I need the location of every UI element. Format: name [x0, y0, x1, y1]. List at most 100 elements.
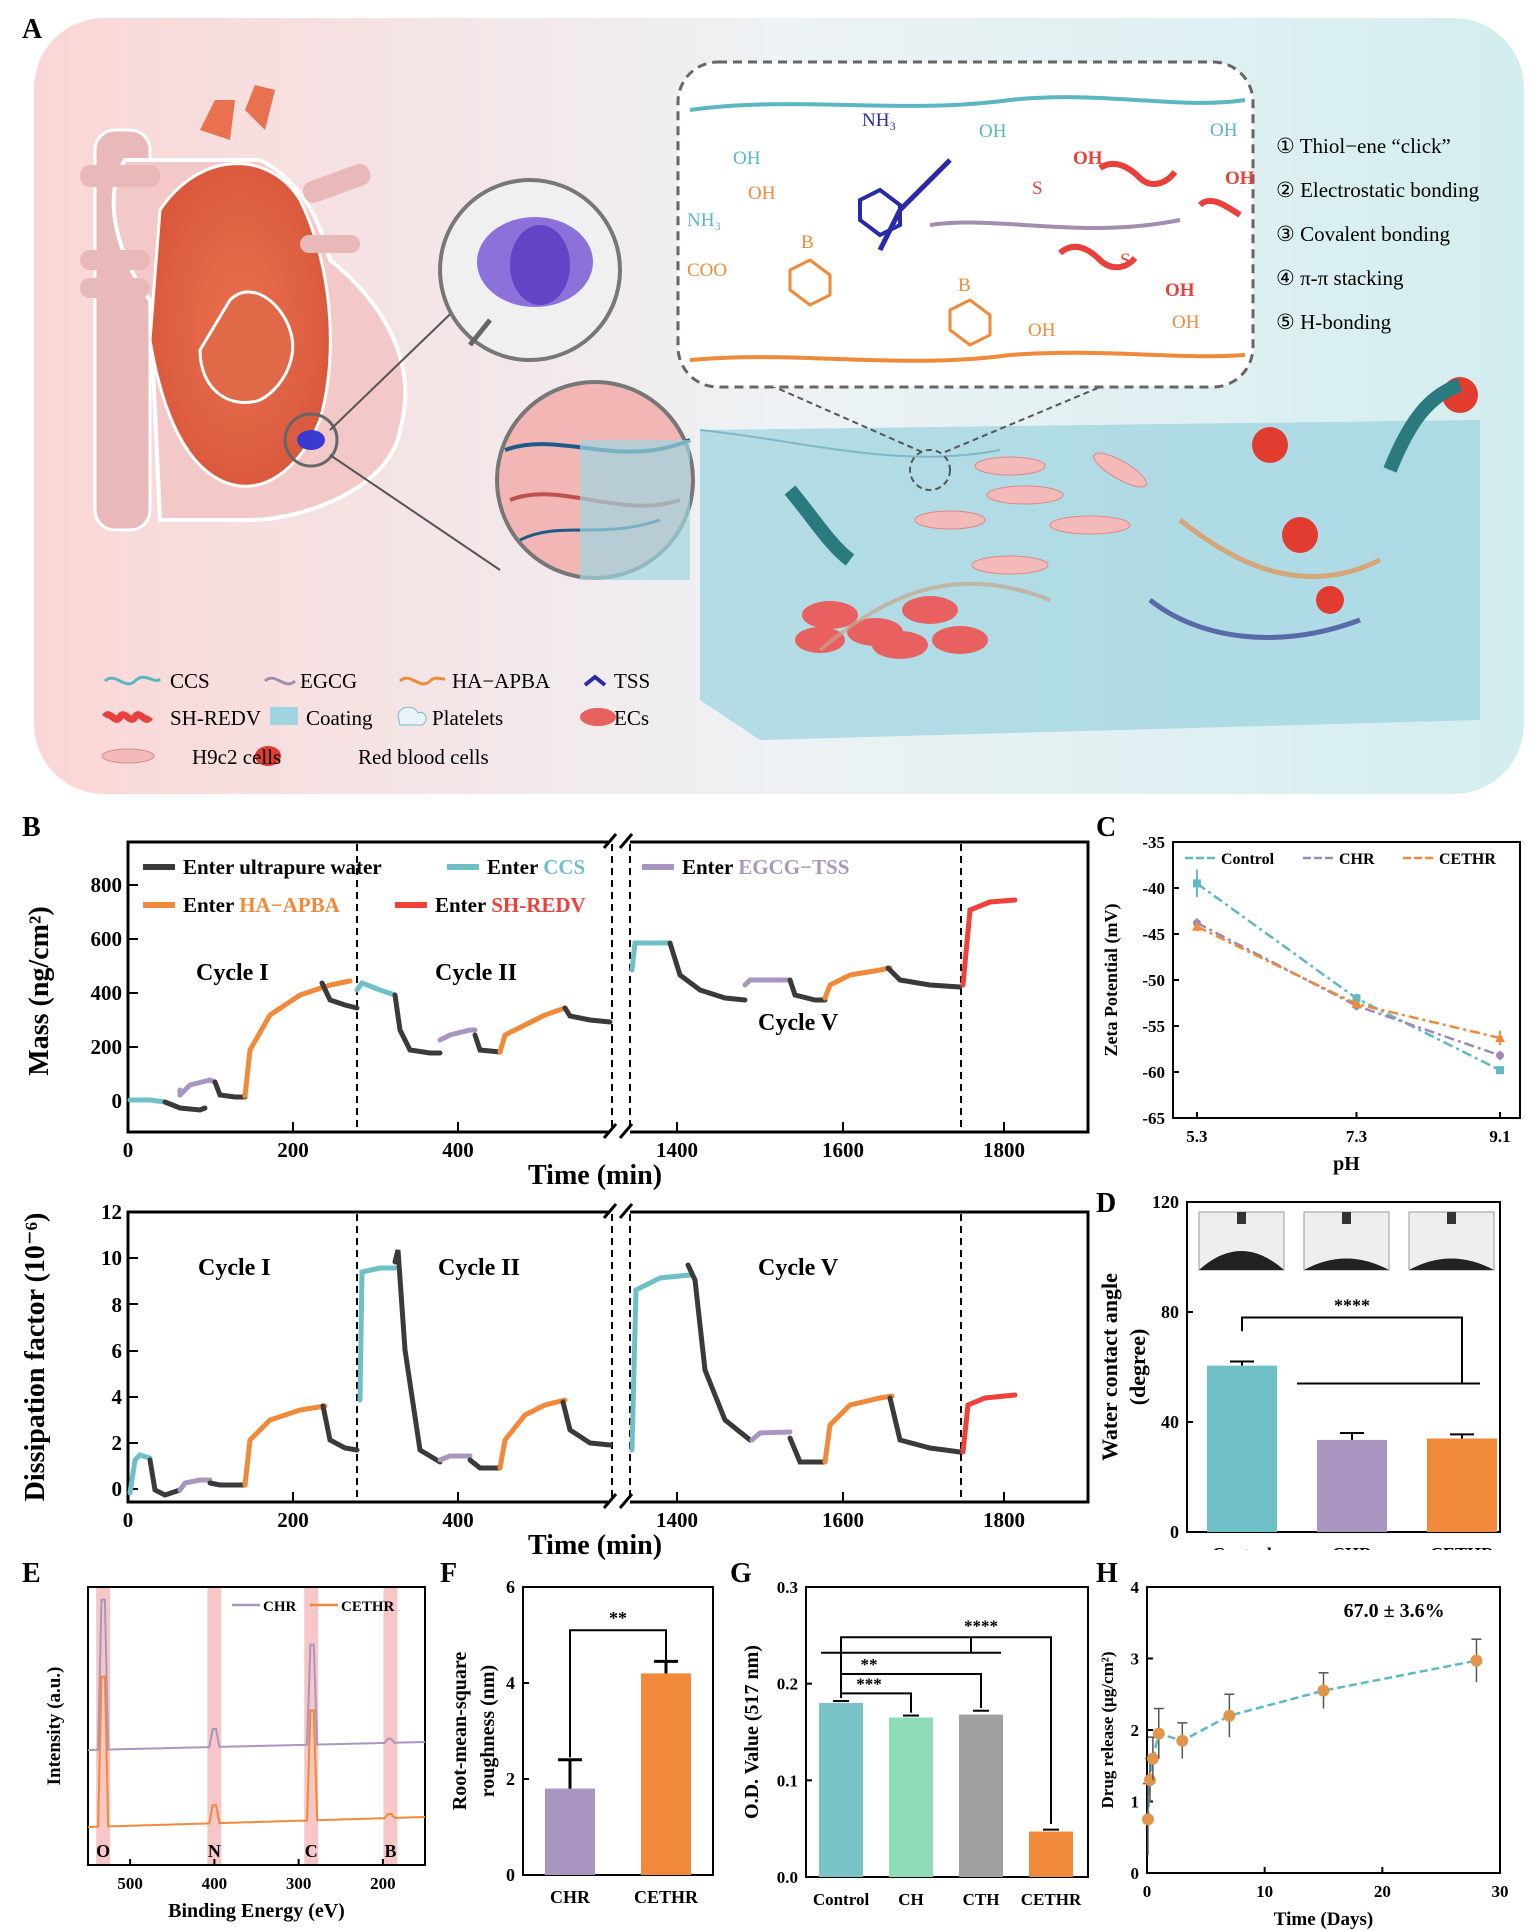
data-point [1152, 1727, 1165, 1740]
significance-label: *** [856, 1674, 882, 1693]
y-axis-label: O.D. Value (517 nm) [741, 1645, 763, 1819]
panel-label-f: F [440, 1558, 458, 1589]
peak-band [207, 1587, 222, 1865]
mass-cycle-2: Cycle II [435, 960, 517, 986]
data-point [1351, 998, 1362, 1008]
legend-ccs: CCS [170, 669, 210, 693]
legend-ccs-name: CCS [543, 855, 586, 879]
tss-legend-icon [583, 674, 607, 687]
y-tick-label: 1 [1131, 1793, 1140, 1812]
x-axis-label: pH [1333, 1153, 1360, 1175]
panel-a-schematic [34, 18, 1524, 794]
chem-oh-ccs: OH [733, 148, 761, 169]
legend-ccs-prefix: Enter [487, 855, 544, 879]
data-point [1352, 994, 1361, 1003]
plot-frame [805, 1586, 1089, 1878]
y-tick-label: 0.2 [777, 1675, 798, 1694]
x-tick-label: 5.3 [1186, 1127, 1207, 1146]
data-point [1470, 1654, 1483, 1667]
ccs-legend-icon [103, 675, 162, 686]
x-tick-label: 300 [286, 1874, 312, 1893]
y-tick-label: -55 [1142, 1017, 1165, 1036]
series-line-control [1196, 882, 1501, 1072]
peak-label: N [208, 1841, 221, 1861]
chem-s-1: S [1032, 178, 1043, 199]
x-tick-label: 9.1 [1489, 1127, 1510, 1146]
data-point [1317, 1684, 1330, 1697]
platelet-legend-icon [397, 706, 427, 726]
bar-control [1207, 1365, 1277, 1532]
mass-ylabel: Mass (ng/cm²) [24, 906, 55, 1076]
legend-rbc: Red blood cells [358, 745, 489, 769]
significance-bracket [840, 1673, 982, 1708]
chem-b-1: B [801, 232, 814, 253]
legend-coating: Coating [306, 706, 373, 730]
series-line-chr [1196, 921, 1501, 1057]
y-tick-label: 2 [1131, 1721, 1140, 1740]
heart-illustration [80, 85, 408, 532]
tissue-zoom [495, 380, 695, 580]
diss-plot-frame [126, 1210, 1090, 1504]
x-tick-label: CETHR [1021, 1890, 1082, 1909]
peak-band [383, 1587, 398, 1865]
legend-platelets: Platelets [432, 706, 504, 730]
y-tick-label: -65 [1142, 1109, 1165, 1128]
mass-xtick: 1400 [656, 1138, 698, 1162]
chem-oh-red-3: OH [1165, 280, 1195, 301]
legend-egcg: EGCG [300, 669, 358, 693]
bar-chr [1317, 1439, 1387, 1532]
plot-frame [1172, 841, 1521, 1119]
needle-icon [1447, 1212, 1456, 1224]
legend-sh-redv: SH-REDV [170, 706, 262, 730]
h9c2-legend-icon [101, 748, 155, 764]
mass-xtick: 1800 [983, 1138, 1025, 1162]
legend-ccs-b: Enter CCS [487, 855, 585, 880]
mass-ytick: 600 [90, 927, 123, 951]
y-axis-label: Drug release (μg/cm²) [1098, 1652, 1117, 1809]
panel-label-h: H [1096, 1558, 1118, 1589]
droplet-icon [1199, 1251, 1284, 1270]
bar-chr [545, 1788, 595, 1875]
interaction-2: ② Electrostatic bonding [1276, 178, 1480, 202]
chem-oh-1: OH [979, 121, 1007, 142]
x-tick-label: CH [898, 1890, 924, 1909]
coating-legend-icon [270, 707, 298, 725]
chem-oh-ha-2: OH [1028, 320, 1056, 341]
y-axis-label: Intensity (a.u.) [44, 1667, 65, 1786]
legend-sh-name: SH-REDV [491, 893, 586, 917]
bar-cethr [1427, 1438, 1497, 1532]
series-line-cethr [87, 1675, 426, 1828]
x-tick-label: 500 [117, 1874, 143, 1893]
legend-ha-name: HA−APBA [239, 893, 340, 917]
significance-bracket [1241, 1316, 1463, 1384]
y-tick-label: 80 [1161, 1302, 1179, 1322]
significance-bracket [569, 1629, 667, 1758]
y-tick-label: -50 [1142, 971, 1165, 990]
significance-label: ** [609, 1608, 627, 1628]
peak-label: O [96, 1841, 110, 1861]
data-point [1495, 1032, 1506, 1042]
diss-cycle-5: Cycle V [758, 1255, 839, 1281]
mass-xtick: 400 [442, 1138, 474, 1162]
annotation-label: 67.0 ± 3.6% [1344, 1600, 1445, 1622]
x-tick-label: CHR [1332, 1544, 1373, 1550]
diss-cycle-2: Cycle II [438, 1255, 520, 1281]
x-tick-label: CETHR [1430, 1544, 1495, 1550]
diss-xtick: 1600 [822, 1508, 864, 1532]
diss-ylabel: Dissipation factor (10⁻⁶) [20, 1212, 51, 1502]
legend-egcg-b: Enter EGCG−TSS [682, 855, 849, 880]
cells-group [795, 377, 1478, 659]
legend-sh-b: Enter SH-REDV [435, 893, 586, 918]
x-tick-label: CHR [550, 1887, 591, 1907]
diss-ytick: 6 [111, 1339, 123, 1363]
data-point [1191, 921, 1202, 931]
legend-tss: TSS [614, 669, 651, 693]
y-axis-label: Zeta Potential (mV) [1101, 904, 1122, 1057]
significance-label: ** [861, 1655, 878, 1674]
data-point [1141, 1813, 1154, 1826]
panel-b-qcmd [126, 833, 1090, 1509]
chem-oh-ha-3: OH [1172, 312, 1200, 333]
diss-xtick: 200 [277, 1508, 309, 1532]
legend-label: CETHR [341, 1599, 395, 1615]
x-tick-label: 400 [202, 1874, 228, 1893]
